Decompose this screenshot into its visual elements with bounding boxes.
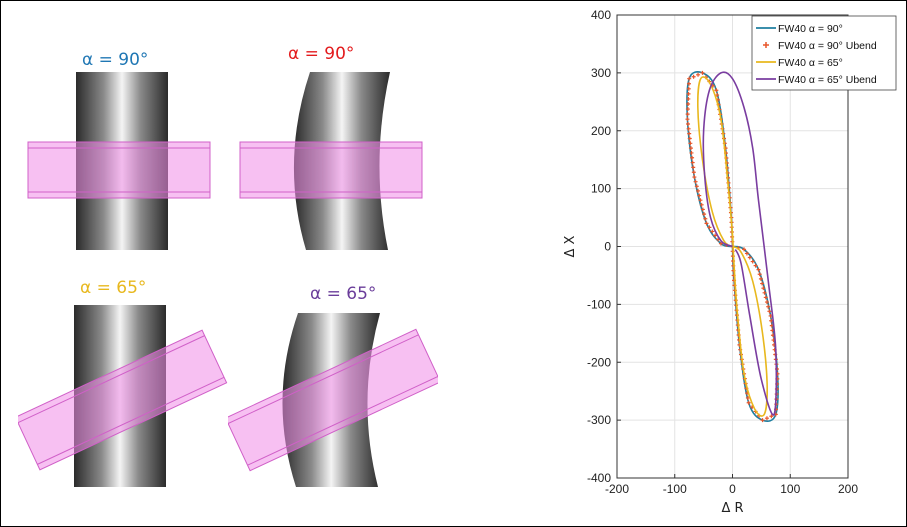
y-tick-label: 300 (591, 66, 611, 80)
series-2-marker (688, 146, 693, 151)
series-2-marker (713, 233, 718, 238)
series-2-marker (691, 165, 696, 170)
series-2-marker (764, 300, 769, 305)
series-2-marker (697, 193, 702, 198)
series-2-marker (687, 131, 692, 136)
series-2-marker (700, 207, 705, 212)
y-tick-label: 0 (604, 240, 611, 254)
series-2-marker (753, 263, 758, 268)
series-2-marker (691, 170, 696, 175)
series-2-marker (760, 281, 765, 286)
y-tick-label: -300 (587, 413, 611, 427)
series-2-marker (700, 70, 705, 75)
panel-4-label: α = 65° (310, 284, 377, 304)
series-2-marker (686, 91, 691, 96)
series-2-marker (757, 272, 762, 277)
y-tick-label: -100 (587, 297, 611, 311)
x-tick-label: 100 (780, 482, 800, 496)
series-2-marker (686, 86, 691, 91)
y-tick-label: -400 (587, 471, 611, 485)
y-axis-label: Δ X (563, 235, 578, 257)
series-2-marker (698, 198, 703, 203)
series-4-line (702, 71, 778, 416)
x-tick-label: 200 (838, 482, 858, 496)
series-2-marker (750, 259, 755, 264)
y-tick-label: -200 (587, 355, 611, 369)
straight-tube-angled-illustration (18, 305, 228, 487)
series-2-marker (696, 188, 701, 193)
series-2-marker (718, 241, 723, 246)
series-2-marker (704, 221, 709, 226)
series-2-marker (703, 216, 708, 221)
series-2-marker (758, 276, 763, 281)
series-2-marker (688, 141, 693, 146)
series-2-marker (763, 295, 768, 300)
series-2-marker (686, 81, 691, 86)
legend-entry: FW40 α = 90° (778, 23, 843, 35)
x-tick-label: -200 (605, 482, 629, 496)
series-2-marker (744, 251, 749, 256)
x-tick-label: 0 (729, 482, 736, 496)
series-2-marker (746, 400, 751, 405)
x-axis-label: Δ R (721, 501, 743, 516)
panel-2-label: α = 90° (288, 44, 355, 64)
series-2-marker (707, 225, 712, 230)
series-2-marker (742, 247, 747, 252)
straight-tube-illustration (27, 72, 211, 250)
legend-marker (763, 42, 769, 48)
series-2-marker (747, 255, 752, 260)
series-2-marker (686, 126, 691, 131)
series-2-marker (760, 418, 765, 423)
series-2-marker (702, 212, 707, 217)
series-2-marker (761, 286, 766, 291)
series-2-marker (714, 88, 719, 93)
series-2-marker (766, 304, 771, 309)
series-2-marker (699, 202, 704, 207)
y-tick-label: 100 (591, 182, 611, 196)
y-tick-label: 200 (591, 124, 611, 138)
series-2-marker (767, 309, 772, 314)
series-2-marker (696, 72, 701, 77)
series-2-marker (687, 76, 692, 81)
series-2-marker (685, 117, 690, 122)
bent-tube-angled-illustration (228, 313, 438, 487)
bent-tube-illustration (239, 72, 423, 250)
y-tick-label: 400 (591, 8, 611, 22)
series-2-marker (686, 101, 691, 106)
x-tick-label: -100 (663, 482, 687, 496)
series-2-marker (690, 160, 695, 165)
series-2-marker (756, 267, 761, 272)
legend-entry: FW40 α = 65° (778, 57, 843, 69)
series-2-marker (762, 290, 767, 295)
series-2-marker (691, 74, 696, 79)
series-2-marker (686, 121, 691, 126)
impedance-plot: -200 -100 0 100 200 400 300 200 100 0 -100 -200 -300… (563, 8, 897, 516)
series-2-marker (694, 184, 699, 189)
series-2-marker (692, 175, 697, 180)
series-2-marker (769, 414, 774, 419)
legend-entry: FW40 α = 65° Ubend (778, 74, 877, 86)
panel-1-label: α = 90° (82, 50, 149, 70)
series-2-marker (685, 107, 690, 112)
plot-frame (616, 14, 849, 479)
series-2-marker (764, 416, 769, 421)
series-2-marker (687, 136, 692, 141)
series-2-marker (693, 179, 698, 184)
panel-3-label: α = 65° (80, 278, 147, 298)
legend-entry: FW40 α = 90° Ubend (778, 40, 877, 52)
series-2-marker (689, 150, 694, 155)
series-2-marker (686, 96, 691, 101)
series-2-marker (685, 112, 690, 117)
series-2-marker (710, 229, 715, 234)
series-3-line (697, 76, 768, 417)
series-2-marker (690, 155, 695, 160)
